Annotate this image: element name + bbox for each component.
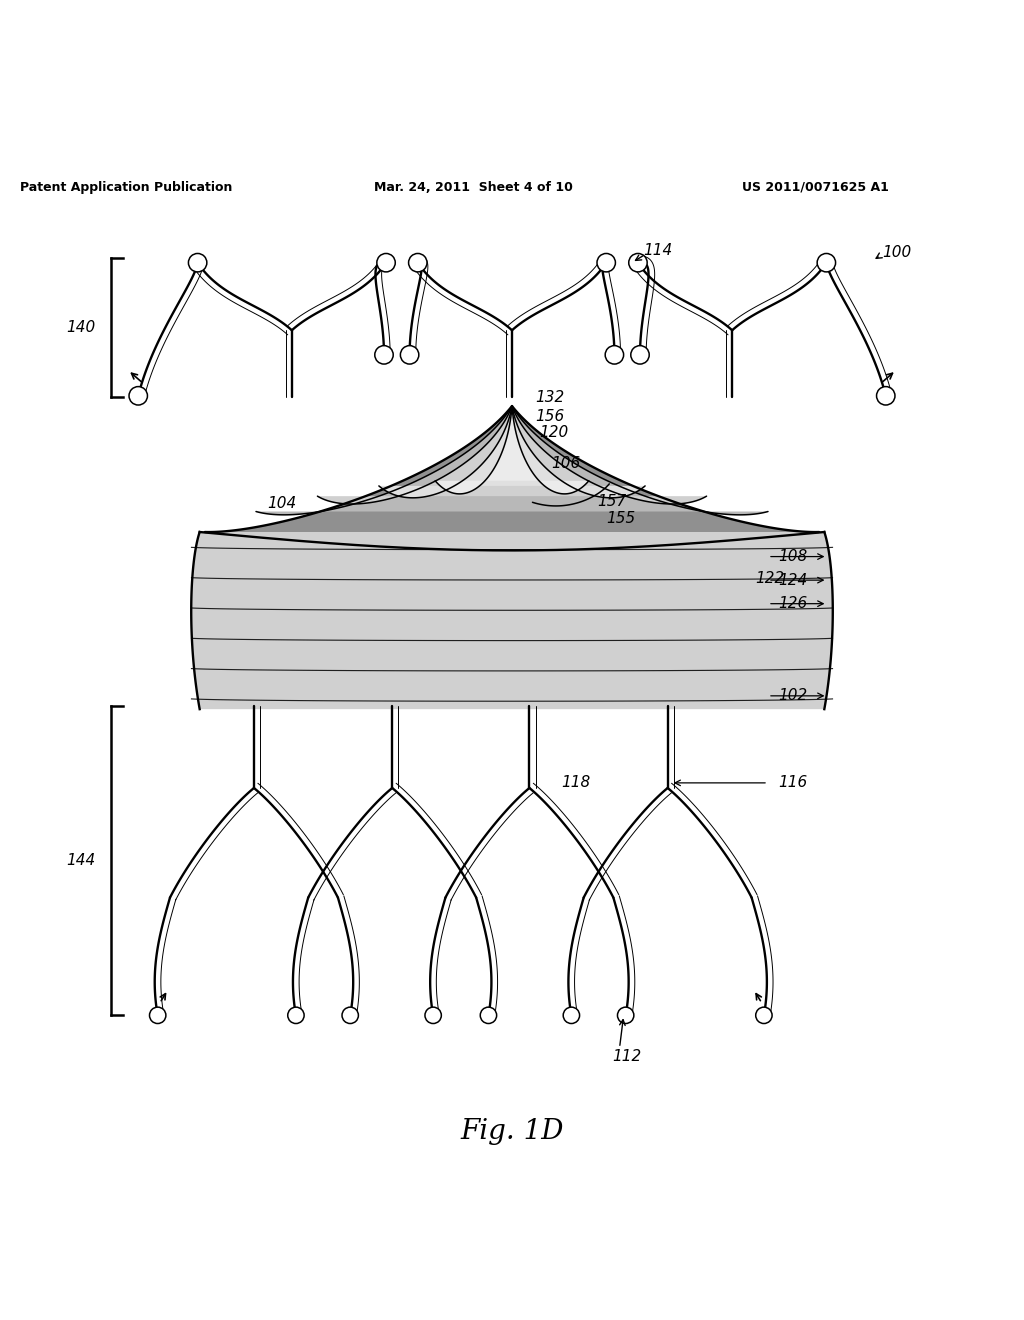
Circle shape: [756, 1007, 772, 1023]
Text: 124: 124: [778, 573, 808, 587]
Text: 116: 116: [778, 775, 808, 791]
Circle shape: [400, 346, 419, 364]
Text: 102: 102: [778, 688, 808, 704]
Text: 122: 122: [756, 570, 785, 586]
Polygon shape: [256, 407, 768, 515]
Text: 100: 100: [883, 246, 912, 260]
Text: 118: 118: [561, 775, 591, 791]
Text: Fig. 1D: Fig. 1D: [460, 1118, 564, 1144]
Text: 114: 114: [643, 243, 673, 257]
Circle shape: [617, 1007, 634, 1023]
Circle shape: [150, 1007, 166, 1023]
Circle shape: [877, 387, 895, 405]
Circle shape: [597, 253, 615, 272]
Circle shape: [631, 346, 649, 364]
Text: 112: 112: [612, 1049, 642, 1064]
Text: 106: 106: [551, 455, 581, 471]
Circle shape: [480, 1007, 497, 1023]
Polygon shape: [435, 407, 589, 494]
Circle shape: [375, 346, 393, 364]
Text: US 2011/0071625 A1: US 2011/0071625 A1: [742, 181, 889, 194]
Circle shape: [129, 387, 147, 405]
Text: 155: 155: [606, 511, 636, 527]
Polygon shape: [205, 407, 819, 532]
Circle shape: [605, 346, 624, 364]
Text: 156: 156: [536, 409, 565, 424]
Text: Mar. 24, 2011  Sheet 4 of 10: Mar. 24, 2011 Sheet 4 of 10: [374, 181, 572, 194]
Text: 104: 104: [267, 496, 297, 511]
Text: 140: 140: [66, 319, 95, 335]
Text: 132: 132: [536, 391, 565, 405]
Circle shape: [629, 253, 647, 272]
Circle shape: [409, 253, 427, 272]
Circle shape: [342, 1007, 358, 1023]
Polygon shape: [191, 532, 833, 709]
Polygon shape: [317, 407, 707, 504]
Text: 120: 120: [540, 425, 569, 440]
Text: Patent Application Publication: Patent Application Publication: [20, 181, 232, 194]
Text: 144: 144: [66, 853, 95, 869]
Text: 157: 157: [597, 494, 627, 508]
Circle shape: [425, 1007, 441, 1023]
Text: 126: 126: [778, 597, 808, 611]
Polygon shape: [379, 407, 645, 498]
Circle shape: [377, 253, 395, 272]
Circle shape: [563, 1007, 580, 1023]
Circle shape: [288, 1007, 304, 1023]
Circle shape: [817, 253, 836, 272]
Circle shape: [188, 253, 207, 272]
Text: 108: 108: [778, 549, 808, 564]
